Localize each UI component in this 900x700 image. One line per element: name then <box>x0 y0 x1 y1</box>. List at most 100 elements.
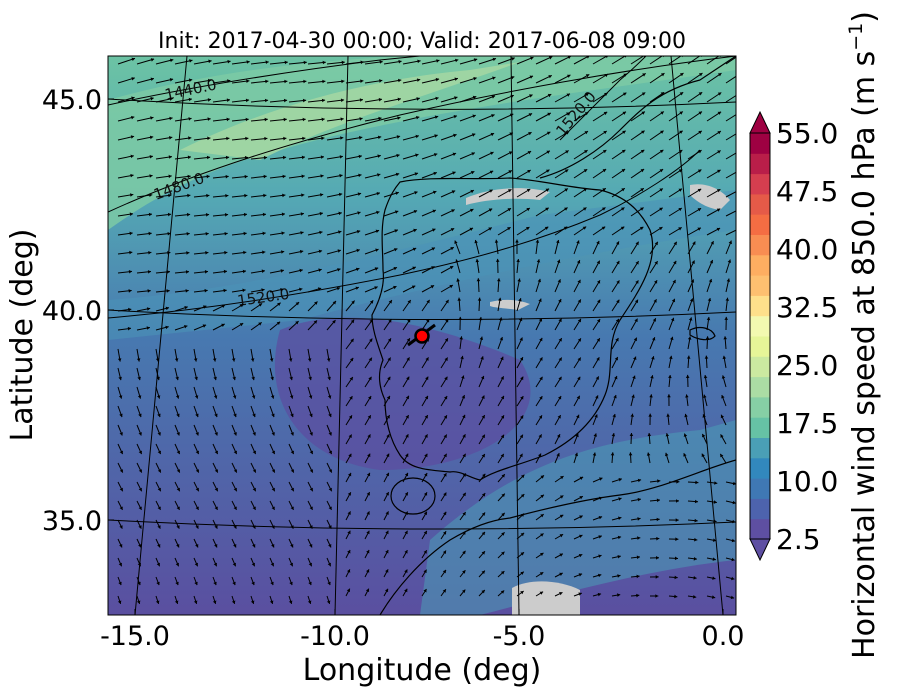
wind-vector-head <box>318 268 322 272</box>
wind-vector-head <box>459 336 463 340</box>
wind-vector-head <box>174 600 179 604</box>
wind-vector-head <box>579 476 584 480</box>
colorbar-segment <box>750 295 770 317</box>
wind-vector-head <box>670 317 675 322</box>
wind-vector-head <box>650 375 654 379</box>
wind-vector-head <box>414 172 418 176</box>
wind-vector-head <box>265 60 269 64</box>
wind-vector-head <box>540 552 544 557</box>
wind-vector-head <box>250 600 255 604</box>
wind-vector-head <box>300 212 304 216</box>
wind-vector-head <box>683 433 688 437</box>
wind-vector-head <box>188 136 192 140</box>
colorbar-extend-min <box>749 538 771 562</box>
wind-vector-head <box>436 59 440 63</box>
wind-vector-head <box>347 530 351 535</box>
wind-vector-head <box>711 595 716 599</box>
wind-vector-head <box>596 260 600 265</box>
wind-vector-head <box>263 193 267 198</box>
wind-vector-head <box>718 73 722 77</box>
site-marker <box>414 328 430 344</box>
wind-vector-head <box>508 170 512 174</box>
wind-vector-head <box>489 189 493 193</box>
wind-vector-head <box>350 357 354 362</box>
wind-vector-head <box>149 193 153 197</box>
wind-vector-head <box>138 506 142 510</box>
wind-vector <box>212 60 231 65</box>
wind-vector-head <box>444 338 448 342</box>
wind-vector-head <box>640 207 644 211</box>
wind-vector-head <box>736 170 740 173</box>
wind-vector-head <box>322 79 326 84</box>
colorbar-ticks: 2.5 10.0 17.5 25.0 32.5 40.0 47.5 55.0 <box>776 117 838 556</box>
wind-vector-head <box>477 297 482 301</box>
colorbar-segment <box>750 153 770 175</box>
wind-vector-head <box>491 95 495 99</box>
wind-vector-head <box>416 115 420 120</box>
wind-vector <box>725 152 736 160</box>
wind-vector-head <box>472 114 476 118</box>
wind-vector <box>725 210 736 217</box>
wind-vector-head <box>295 302 300 306</box>
wind-vector-head <box>394 210 399 214</box>
wind-vector-head <box>538 298 542 302</box>
wind-vector-head <box>225 174 229 179</box>
wind-vector-head <box>481 493 486 497</box>
wind-vector-head <box>128 270 132 274</box>
wind-vector-head <box>694 518 698 523</box>
wind-vector-head <box>559 553 563 557</box>
wind-vector-head <box>319 230 323 235</box>
wind-vector-head <box>471 152 475 156</box>
wind-vector-head <box>388 300 392 304</box>
wind-vector-head <box>462 453 466 458</box>
wind-vector-head <box>328 544 332 548</box>
wind-vector-head <box>527 151 532 155</box>
wind-vector-head <box>576 260 581 264</box>
wind-vector-head <box>224 250 228 255</box>
wind-vector-head <box>176 469 180 473</box>
wind-vector-head <box>583 207 587 211</box>
wind-vector-head <box>338 230 342 234</box>
wind-vector-head <box>578 592 582 596</box>
wind-vector-head <box>188 117 192 121</box>
wind-vector-head <box>378 97 382 102</box>
wind-vector-head <box>703 394 707 398</box>
wind-vector-head <box>526 227 530 231</box>
wind-vector-head <box>128 307 132 312</box>
wind-vector-head <box>130 154 134 159</box>
wind-vector-head <box>423 569 427 574</box>
wind-vector-head <box>252 450 256 455</box>
wind-vector-head <box>246 60 250 64</box>
wind-vector-head <box>224 213 229 217</box>
wind-vector-head <box>635 261 639 265</box>
wind-vector-head <box>244 155 249 160</box>
colorbar-tick-label: 25.0 <box>776 349 838 382</box>
wind-vector-head <box>366 492 370 496</box>
wind-vector-head <box>445 299 449 304</box>
wind-vector-head <box>636 593 640 598</box>
wind-vector-head <box>720 434 724 438</box>
wind-vector-head <box>284 60 288 65</box>
wind-vector-head <box>501 532 505 536</box>
wind-vector-head <box>442 569 446 574</box>
wind-vector-head <box>289 562 293 567</box>
wind-vector-head <box>148 231 152 236</box>
wind-vector-head <box>539 376 543 381</box>
wind-vector-head <box>150 116 154 120</box>
wind-vector-head <box>660 111 664 115</box>
colorbar-segment <box>750 518 770 540</box>
wind-vector-head <box>227 79 231 83</box>
wind-vector-head <box>559 572 563 576</box>
wind-vector-head <box>583 169 588 173</box>
wind-vector-head <box>119 432 123 436</box>
wind-vector-head <box>366 472 371 477</box>
wind-vector-head <box>451 209 455 213</box>
wind-vector-head <box>565 131 570 135</box>
wind-vector-head <box>119 487 123 492</box>
wind-vector-head <box>341 79 345 84</box>
wind-vector-head <box>258 303 263 307</box>
wind-vector-head <box>462 434 466 438</box>
wind-vector-head <box>320 193 324 197</box>
wind-vector-head <box>118 376 122 381</box>
wind-vector-head <box>520 571 524 575</box>
